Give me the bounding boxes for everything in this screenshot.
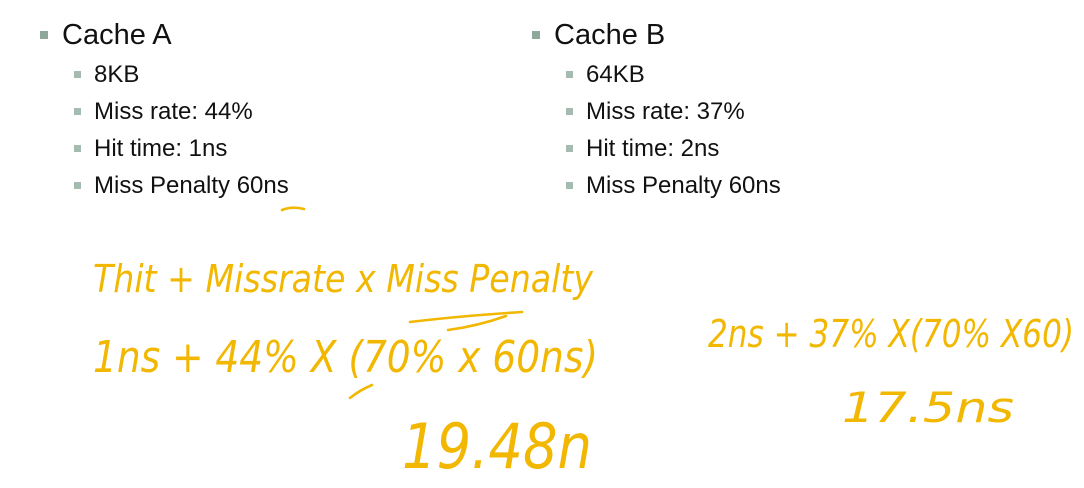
handwritten-result-a: 19.48n (402, 410, 592, 483)
ns-underline-stroke (282, 208, 304, 210)
calc-a-mark-stroke (350, 385, 372, 398)
handwritten-calc-a: 1ns + 44% X (70% x 60ns) (93, 332, 598, 383)
handwritten-result-b: 17.5ns (842, 383, 1014, 432)
handwritten-calc-b: 2ns + 37% X(70% X60) (708, 312, 1074, 356)
handwritten-formula: Thit + Missrate x Miss Penalty (93, 257, 593, 301)
